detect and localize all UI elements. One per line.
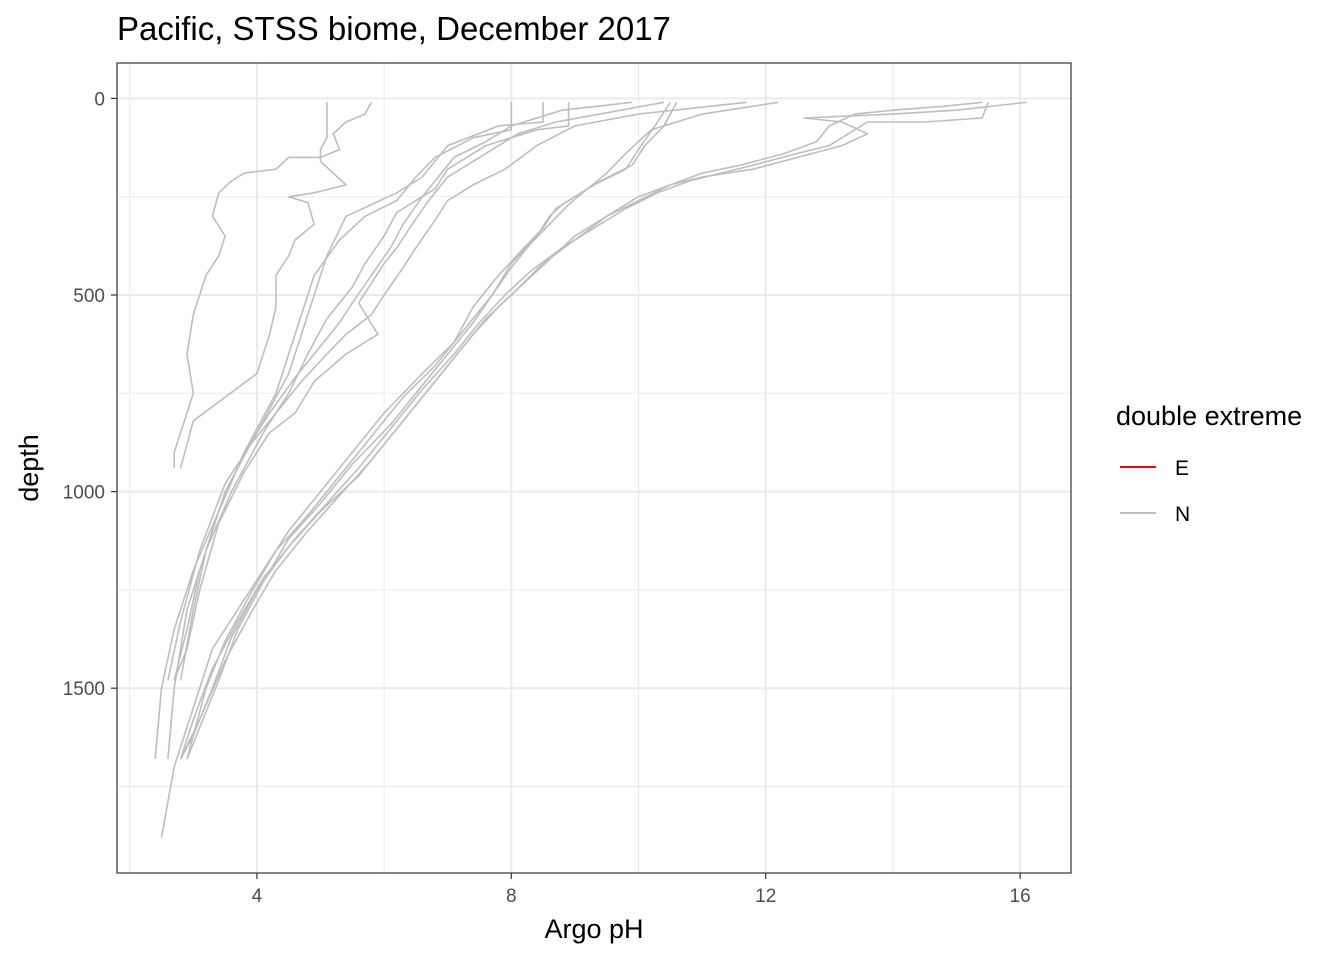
series-line-1 <box>173 101 373 468</box>
series-line-5 <box>179 102 570 681</box>
series-line-14 <box>179 101 983 760</box>
y-tick-label: 500 <box>73 286 105 307</box>
series-line-10 <box>186 101 678 760</box>
x-axis: 4 8 12 16 <box>252 873 1031 907</box>
x-tick-label: 16 <box>1010 886 1031 907</box>
legend-label-e: E <box>1175 457 1189 480</box>
y-tick-label: 1500 <box>63 679 105 700</box>
series-line-2 <box>179 102 347 469</box>
series-line-11 <box>186 101 779 760</box>
plot-panel-border <box>116 62 1072 874</box>
x-tick-label: 8 <box>506 886 517 907</box>
x-tick-label: 12 <box>755 886 776 907</box>
series-line-8 <box>167 101 747 681</box>
series-line-3 <box>167 102 544 760</box>
chart-title: Pacific, STSS biome, December 2017 <box>117 10 671 47</box>
legend: double extreme EN <box>1116 401 1302 526</box>
series-line-6 <box>173 101 633 681</box>
series-line-9 <box>160 101 671 838</box>
x-tick-label: 4 <box>252 886 263 907</box>
legend-entries: EN <box>1120 457 1190 526</box>
legend-label-n: N <box>1175 503 1190 526</box>
series-lines <box>154 101 1027 838</box>
series-line-4 <box>154 102 513 760</box>
y-axis-title: depth <box>14 434 44 502</box>
series-line-12 <box>179 101 1027 760</box>
x-axis-title: Argo pH <box>544 914 643 944</box>
y-tick-label: 0 <box>94 89 105 110</box>
y-axis: 0 500 1000 1500 <box>63 89 117 700</box>
legend-title: double extreme <box>1116 401 1302 431</box>
series-line-7 <box>173 101 665 681</box>
y-tick-label: 1000 <box>63 483 105 504</box>
